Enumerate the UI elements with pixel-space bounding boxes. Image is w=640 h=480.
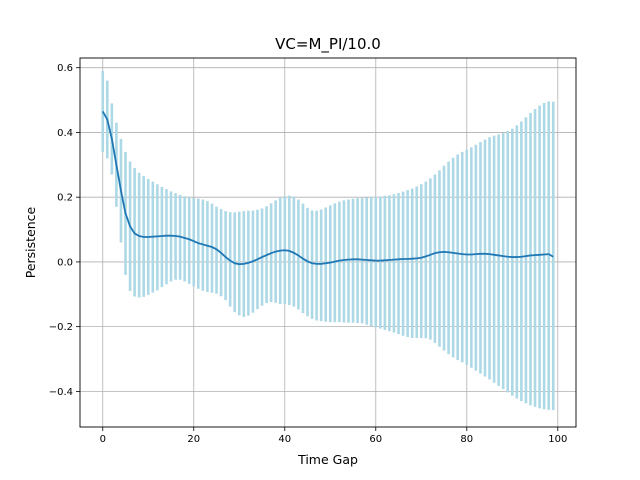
chart-title: VC=M_PI/10.0: [275, 35, 381, 54]
x-axis-label: Time Gap: [297, 452, 358, 467]
x-tick-label: 40: [278, 434, 291, 445]
series-line: [101, 110, 554, 266]
y-tick-label: −0.2: [49, 322, 73, 333]
y-tick-label: −0.4: [49, 387, 73, 398]
y-tick-label: 0.0: [57, 257, 73, 268]
y-tick-label: 0.2: [57, 193, 73, 204]
y-tick-label: 0.6: [57, 63, 73, 74]
y-tick-label: 0.4: [57, 128, 73, 139]
x-tick-label: 60: [369, 434, 382, 445]
x-tick-label: 20: [187, 434, 200, 445]
x-tick-label: 0: [100, 434, 106, 445]
y-axis-label: Persistence: [23, 206, 38, 278]
x-tick-label: 100: [548, 434, 567, 445]
x-tick-label: 80: [460, 434, 473, 445]
ticks: 0 20 40 60 80 100 −0.4 −0.2 0.0 0.2 0.4 0.6: [49, 63, 568, 445]
plot-frame: [79, 57, 577, 428]
